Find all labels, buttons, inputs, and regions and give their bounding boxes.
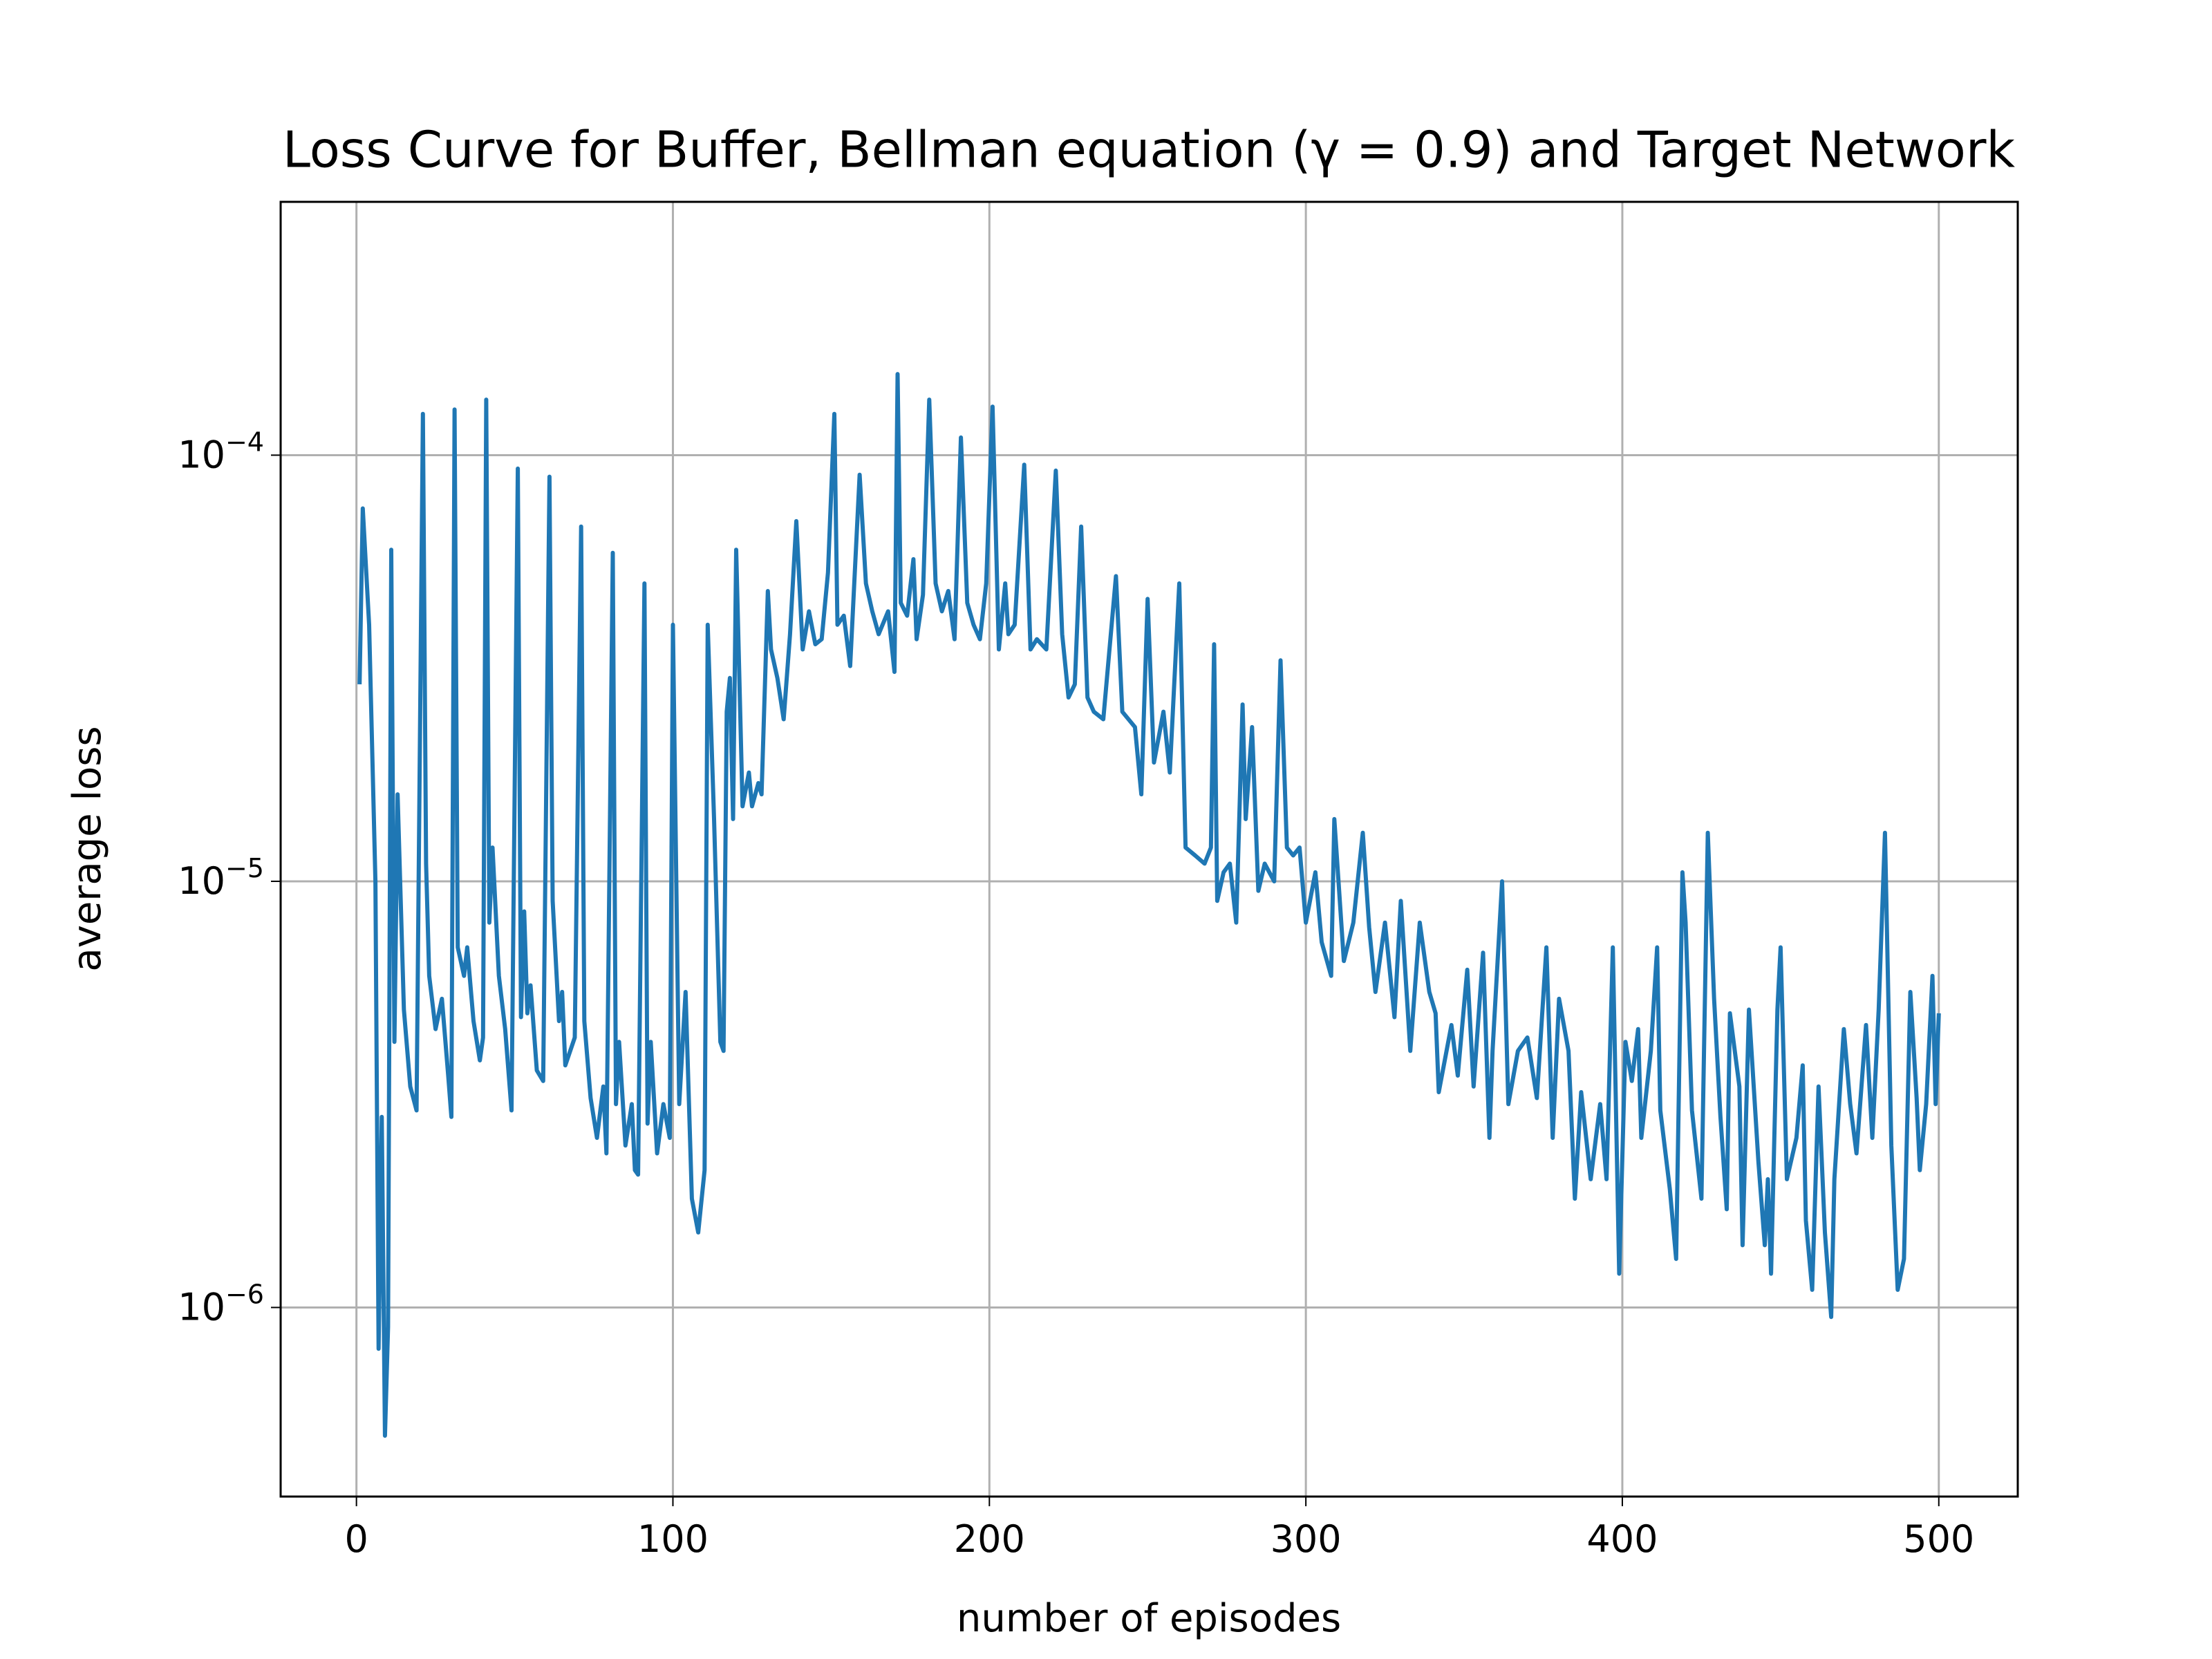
plot-frame — [279, 200, 2019, 1498]
y-axis-label: average loss — [65, 726, 110, 971]
tick-base: 10 — [178, 433, 225, 476]
x-tick-label: 100 — [637, 1517, 709, 1561]
tick-base: 10 — [178, 1285, 225, 1329]
line — [357, 372, 1941, 1438]
y-tick-label: 10−4 — [178, 427, 264, 476]
x-tick-label: 500 — [1903, 1517, 1974, 1561]
x-axis-label: number of episodes — [957, 1596, 1341, 1641]
x-tick-label: 300 — [1271, 1517, 1342, 1561]
tick-exponent: −4 — [225, 427, 264, 457]
tick-base: 10 — [178, 859, 225, 903]
y-tick-label: 10−6 — [178, 1279, 264, 1329]
x-tick-label: 0 — [344, 1517, 368, 1561]
tick-exponent: −5 — [225, 853, 264, 883]
x-tick-label: 200 — [954, 1517, 1025, 1561]
x-tick-label: 400 — [1586, 1517, 1658, 1561]
chart-title: Loss Curve for Buffer, Bellman equation … — [283, 121, 2016, 179]
y-tick-label: 10−5 — [178, 853, 264, 903]
tick-exponent: −6 — [225, 1279, 264, 1309]
